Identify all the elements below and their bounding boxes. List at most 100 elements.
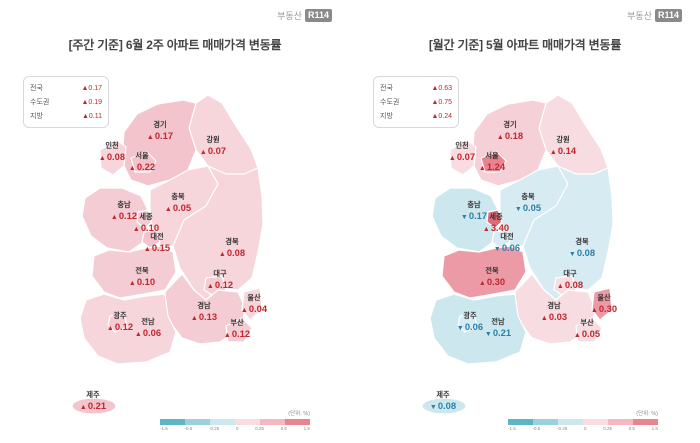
legend-color-bar xyxy=(508,419,658,425)
region-daejeon xyxy=(141,229,161,249)
summary-row-national: 전국 ▲0.63 xyxy=(380,82,452,96)
legend-swatch xyxy=(285,419,310,425)
summary-label: 전국 xyxy=(30,85,43,92)
weekly-logo: 부동산 R114 xyxy=(277,9,332,22)
weekly-map-panel: 경기 ▲0.17 인천 ▲0.08 서울 ▲0.22 강원 ▲0.07 충남 ▲0.12 세종 ▲0.… xyxy=(23,9,332,431)
region-value-gyeongbuk: ▲0.08 xyxy=(219,247,245,258)
summary-row-capital: 수도권 ▲0.19 xyxy=(30,96,102,110)
legend-swatch xyxy=(210,419,235,425)
region-value-jeju: ▲0.21 xyxy=(80,400,106,411)
region-name-sejong: 세종 xyxy=(139,212,153,221)
region-value-seoul: ▲0.22 xyxy=(129,161,155,172)
legend-swatch xyxy=(508,419,533,425)
region-name-incheon: 인천 xyxy=(455,141,469,150)
region-name-chungbuk: 충북 xyxy=(171,192,185,201)
region-name-gyeongnam: 경남 xyxy=(547,301,561,310)
region-value-chungbuk: ▼0.05 xyxy=(515,202,541,213)
region-name-gwangju: 광주 xyxy=(463,311,477,320)
summary-value: ▲0.19 xyxy=(81,99,102,106)
region-value-gwangju: ▲0.12 xyxy=(107,321,133,332)
region-value-jeonbuk: ▲0.10 xyxy=(129,276,155,287)
summary-value: ▲0.11 xyxy=(81,113,102,120)
region-name-jeonbuk: 전북 xyxy=(485,266,499,275)
legend-tick: -1.5 xyxy=(160,426,168,431)
region-busan xyxy=(225,317,253,343)
region-value-gyeonggi: ▲0.18 xyxy=(497,130,523,141)
region-jeju xyxy=(71,397,117,415)
summary-label: 지방 xyxy=(30,113,43,120)
region-value-daejeon: ▼0.06 xyxy=(494,242,520,253)
region-value-chungbuk: ▲0.05 xyxy=(165,202,191,213)
region-value-incheon: ▲0.07 xyxy=(449,151,475,162)
legend-tick: -0.25 xyxy=(208,426,220,431)
legend-unit: (단위: %) xyxy=(636,411,658,417)
monthly-korea-map: 경기▲0.18 인천▲0.07 서울▲1.24 강원▲0.14 충남▼0.17 세종▲3.… xyxy=(421,94,617,415)
summary-row-national: 전국 ▲0.17 xyxy=(30,82,102,96)
region-name-jeonbuk: 전북 xyxy=(135,266,149,275)
region-name-daegu: 대구 xyxy=(563,269,577,278)
region-value-ulsan: ▲0.04 xyxy=(241,303,268,314)
summary-label: 전국 xyxy=(380,85,393,92)
legend-swatch xyxy=(533,419,558,425)
region-value-gwangju: ▼0.06 xyxy=(457,321,483,332)
region-name-gangwon: 강원 xyxy=(556,135,569,144)
summary-row-capital: 수도권 ▲0.75 xyxy=(380,96,452,110)
region-name-gangwon: 강원 xyxy=(206,135,219,144)
monthly-legend: (단위: %) -1.5 -0.5 -0.25 0 0.25 0.5 1.5 xyxy=(508,409,658,431)
region-jeonnam xyxy=(79,293,177,365)
region-daejeon xyxy=(491,229,511,249)
region-jeju xyxy=(421,397,467,415)
region-ulsan xyxy=(591,287,613,321)
summary-row-provinces: 지방 ▲0.24 xyxy=(380,110,452,124)
legend-ticks: -1.5 -0.5 -0.25 0 0.25 0.5 1.5 xyxy=(160,426,310,431)
region-name-gwangju: 광주 xyxy=(113,311,127,320)
weekly-title: [주간 기준] 6월 2주 아파트 매매가격 변동률 xyxy=(68,38,282,52)
region-name-jeonnam: 전남 xyxy=(491,317,505,326)
summary-label: 수도권 xyxy=(30,99,50,106)
summary-value: ▲0.63 xyxy=(431,85,452,92)
region-value-jeonnam: ▲0.06 xyxy=(135,327,161,338)
legend-swatch xyxy=(160,419,185,425)
legend-swatch xyxy=(583,419,608,425)
legend-tick: -0.25 xyxy=(556,426,568,431)
logo-text: 부동산 xyxy=(277,11,302,21)
legend-tick: -1.5 xyxy=(508,426,516,431)
region-value-sejong: ▲3.40 xyxy=(483,222,509,233)
summary-label: 수도권 xyxy=(380,99,400,106)
region-name-jeonnam: 전남 xyxy=(141,317,155,326)
legend-swatch xyxy=(558,419,583,425)
region-value-gyeongnam: ▲0.13 xyxy=(191,311,217,322)
region-sejong xyxy=(136,209,153,229)
region-name-jeju: 제주 xyxy=(436,390,450,399)
legend-tick: 0 xyxy=(583,426,587,431)
region-incheon xyxy=(99,139,127,176)
summary-value: ▲0.24 xyxy=(431,113,452,120)
region-name-seoul: 서울 xyxy=(485,151,499,160)
region-incheon xyxy=(449,139,477,176)
region-name-daejeon: 대전 xyxy=(150,232,164,241)
region-value-seoul: ▲1.24 xyxy=(479,161,506,172)
region-gwangju xyxy=(457,313,478,333)
region-value-jeju: ▼0.08 xyxy=(430,400,456,411)
logo-text: 부동산 xyxy=(627,11,652,21)
region-name-gyeongbuk: 경북 xyxy=(575,237,589,246)
region-gwangju xyxy=(107,313,128,333)
region-value-chungnam: ▼0.17 xyxy=(461,210,487,221)
legend-tick: -0.5 xyxy=(532,426,541,431)
region-value-sejong: ▲0.10 xyxy=(133,222,159,233)
legend-tick: -0.5 xyxy=(184,426,193,431)
region-value-chungnam: ▲0.12 xyxy=(111,210,137,221)
monthly-title: [월간 기준] 5월 아파트 매매가격 변동률 xyxy=(428,38,622,52)
summary-label: 지방 xyxy=(380,113,393,120)
region-name-gyeongbuk: 경북 xyxy=(225,237,239,246)
region-value-daegu: ▲0.08 xyxy=(557,279,583,290)
region-value-gangwon: ▲0.14 xyxy=(550,145,577,156)
region-name-chungnam: 충남 xyxy=(117,200,131,209)
region-ulsan xyxy=(241,287,263,321)
region-name-chungbuk: 충북 xyxy=(521,192,535,201)
legend-swatch xyxy=(260,419,285,425)
legend-tick: 1.5 xyxy=(651,426,658,431)
legend-color-bar xyxy=(160,419,310,425)
monthly-logo: 부동산 R114 xyxy=(627,9,682,22)
summary-row-provinces: 지방 ▲0.11 xyxy=(30,110,102,124)
